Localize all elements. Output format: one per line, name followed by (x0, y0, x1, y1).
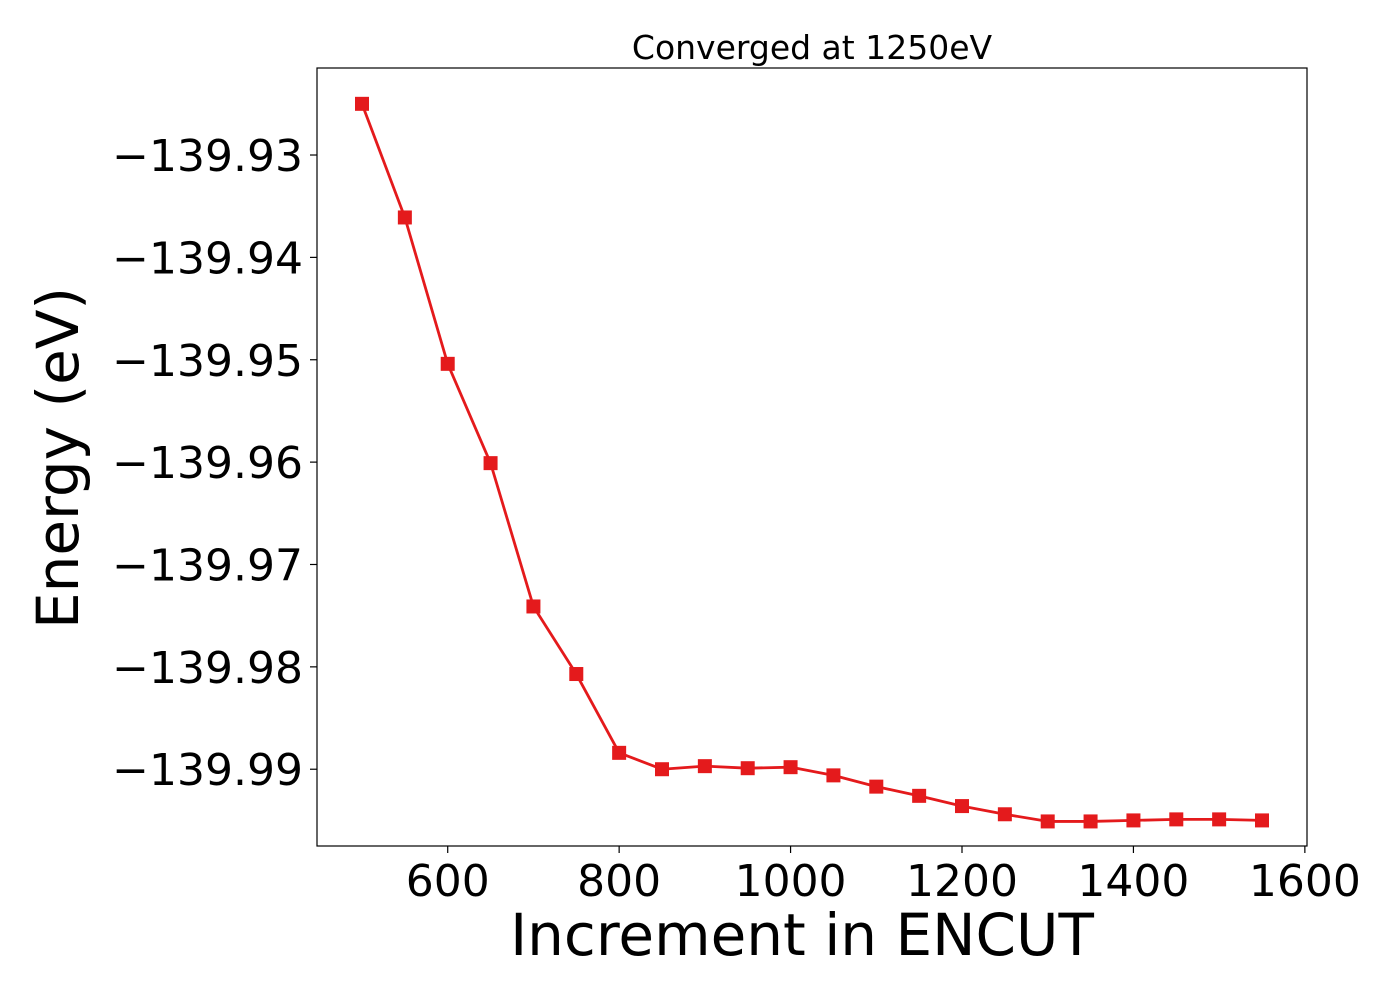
data-point-marker (826, 768, 841, 783)
y-tick-label: −139.95 (112, 336, 303, 387)
series-line (360, 103, 1263, 823)
data-point-marker (440, 356, 455, 371)
y-tick-label: −139.98 (112, 643, 303, 694)
data-point-marker (569, 667, 584, 682)
y-tick-label: −139.94 (112, 233, 303, 284)
data-point-marker (912, 788, 927, 803)
data-point-marker (955, 799, 969, 814)
data-point-marker (1212, 812, 1227, 827)
chart-title: Converged at 1250eV (632, 28, 993, 67)
x-tick-label: 1600 (1249, 856, 1361, 907)
y-tick-label: −139.96 (112, 438, 303, 489)
data-point-marker (783, 760, 798, 775)
data-point-marker (1255, 813, 1269, 828)
x-axis: 600 800 1000 1200 1400 1600 (406, 846, 1361, 907)
data-point-marker (1083, 814, 1098, 829)
y-axis-title: Energy (eV) (24, 287, 92, 629)
data-point-marker (697, 759, 712, 774)
x-tick-label: 600 (406, 856, 490, 907)
series-layer (355, 96, 1269, 829)
data-point-marker (740, 761, 755, 776)
x-tick-label: 1200 (906, 856, 1018, 907)
data-point-marker (869, 779, 884, 794)
data-point-marker (612, 745, 627, 760)
x-tick-label: 1400 (1077, 856, 1189, 907)
x-tick-label: 1000 (735, 856, 847, 907)
data-point-marker (997, 807, 1012, 822)
data-point-marker (483, 456, 498, 471)
y-tick-label: −139.97 (112, 540, 303, 591)
data-point-marker (1126, 813, 1141, 828)
data-point-marker (655, 762, 669, 777)
data-point-marker (1169, 812, 1184, 827)
x-axis-title: Increment in ENCUT (510, 901, 1094, 969)
data-point-marker (397, 210, 412, 225)
data-point-marker (1040, 814, 1055, 829)
data-point-marker (355, 96, 369, 111)
plot-area (316, 67, 1308, 847)
y-tick-label: −139.99 (112, 745, 303, 796)
data-point-marker (526, 599, 541, 614)
x-tick-label: 800 (577, 856, 661, 907)
y-axis: −139.93 −139.94 −139.95 −139.96 −139.97 −139.… (112, 131, 317, 796)
y-tick-label: −139.93 (112, 131, 303, 182)
